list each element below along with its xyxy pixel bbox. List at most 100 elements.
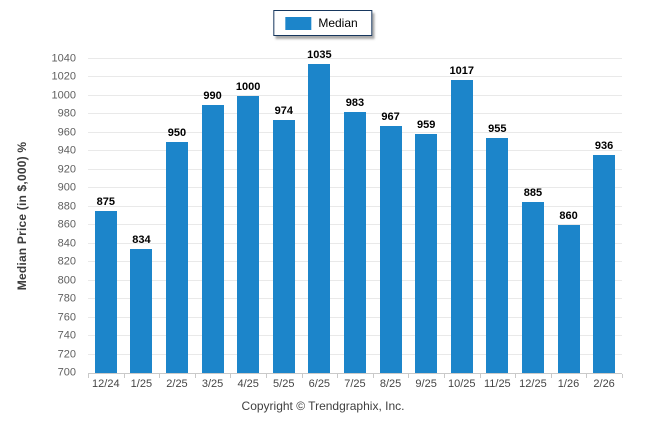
y-tick-label: 900 (57, 181, 76, 194)
y-tick-label: 820 (57, 255, 76, 268)
gridline (88, 76, 622, 78)
bar-7/25 (343, 111, 366, 373)
y-tick-label: 1020 (51, 70, 76, 83)
y-tick-label: 700 (57, 366, 76, 379)
bar-4/25 (237, 95, 260, 373)
x-axis-tick (123, 374, 125, 378)
bar-slot: 875 (88, 59, 124, 373)
bar-slot: 1000 (230, 59, 266, 373)
bar-3/25 (201, 105, 224, 373)
y-tick-label: 1040 (51, 52, 76, 65)
bar-value-label: 936 (594, 140, 614, 153)
x-axis-tick (372, 374, 374, 378)
x-axis-label: 5/25 (273, 378, 295, 390)
bar-10/25 (450, 80, 473, 373)
x-axis-label: 9/25 (415, 378, 437, 390)
y-tick-label: 940 (57, 144, 76, 157)
bar-11/25 (486, 137, 509, 373)
median-series-swatch (285, 16, 312, 30)
bar-value-label: 974 (274, 104, 293, 117)
bar-slot: 990 (195, 59, 231, 373)
x-axis-label: 10/25 (447, 378, 476, 390)
y-tick-label: 860 (57, 218, 76, 231)
x-axis-tick (444, 374, 445, 378)
x-axis-label: 7/25 (344, 378, 366, 390)
y-tick-label: 920 (57, 163, 76, 176)
bar-12/25 (521, 202, 544, 373)
bar-value-label: 967 (381, 111, 400, 124)
bar-value-label: 1035 (307, 48, 332, 61)
bar-2/25 (165, 142, 188, 373)
bar-value-label: 860 (559, 210, 578, 223)
bar-value-label: 950 (167, 127, 187, 140)
y-tick-label: 780 (57, 292, 76, 305)
y-axis-tick-labels: 700 720 740 760 780 800 820 840 860 880 900 920 940 9… (0, 53, 82, 378)
y-tick-label: 800 (57, 274, 76, 287)
x-axis-label: 2/26 (593, 378, 615, 390)
x-axis-tick (88, 374, 89, 378)
bar-1/26 (557, 225, 580, 373)
bar-2/26 (593, 155, 616, 373)
x-axis-tick (194, 374, 196, 378)
x-axis-label: 1/26 (557, 378, 580, 390)
x-axis-tick (301, 374, 303, 378)
bar-value-label: 834 (132, 234, 151, 247)
x-axis-tick (408, 374, 410, 378)
bar-value-label: 959 (416, 118, 436, 131)
bar-slot: 1035 (302, 49, 338, 373)
bar-slot: 834 (124, 59, 160, 373)
bar-value-label: 983 (345, 96, 365, 109)
x-axis-tick (266, 374, 267, 378)
y-tick-label: 980 (57, 107, 76, 120)
x-axis-label: 3/25 (201, 378, 224, 390)
bar-slot: 974 (266, 59, 302, 373)
bar-slot: 983 (337, 59, 373, 373)
y-tick-label: 740 (57, 329, 76, 342)
x-axis-tick (515, 374, 517, 378)
y-tick-label: 880 (57, 200, 76, 213)
x-axis-tick (586, 374, 588, 378)
x-axis-label: 11/25 (483, 378, 511, 390)
x-axis-tick (550, 374, 552, 378)
x-axis-tick (479, 374, 481, 378)
bar-value-label: 990 (203, 90, 222, 103)
y-tick-label: 960 (57, 126, 76, 139)
gridline (88, 58, 622, 59)
bar-value-label: 1017 (449, 65, 474, 78)
bar-8/25 (379, 126, 402, 373)
bars-container: 875 834 950 990 1000 974 1035 983 967 959 1017 955 8… (88, 49, 622, 373)
x-axis-tick (622, 374, 623, 378)
legend: Median (273, 10, 373, 36)
x-axis-label: 4/25 (237, 378, 259, 390)
y-tick-label: 760 (57, 311, 76, 324)
bar-slot: 959 (408, 59, 444, 373)
y-tick-label: 720 (57, 348, 76, 361)
x-axis-label: 12/25 (519, 378, 547, 390)
gridline (88, 94, 622, 96)
bar-value-label: 875 (96, 196, 115, 209)
bar-value-label: 885 (523, 187, 543, 200)
bar-12/24 (94, 211, 117, 373)
bar-slot: 967 (373, 59, 409, 373)
y-tick-label: 840 (57, 237, 76, 250)
bar-value-label: 1000 (235, 80, 261, 93)
bar-6/25 (308, 63, 331, 373)
plot-area: 875 834 950 990 1000 974 1035 983 967 959 1017 955 8… (88, 49, 623, 378)
bar-5/25 (272, 119, 295, 373)
bar-slot: 955 (480, 59, 516, 373)
bar-slot: 950 (159, 59, 195, 373)
x-axis-label: 1/25 (130, 378, 153, 390)
bar-slot: 1017 (444, 59, 480, 373)
copyright-text: Copyright © Trendgraphix, Inc. (241, 399, 405, 413)
bar-slot: 860 (551, 59, 587, 373)
bar-1/25 (130, 249, 153, 373)
x-axis-tick (230, 374, 232, 378)
x-axis-label: 8/25 (379, 378, 402, 390)
x-axis-label: 6/25 (308, 378, 331, 390)
x-axis-label: 12/24 (92, 378, 120, 390)
x-axis-label: 2/25 (166, 378, 188, 390)
x-axis-labels: 12/24 1/25 2/25 3/25 4/25 5/25 6/25 7/25 8/25 9/2… (88, 378, 622, 390)
y-tick-label: 1000 (51, 89, 76, 102)
bar-value-label: 955 (488, 122, 507, 135)
